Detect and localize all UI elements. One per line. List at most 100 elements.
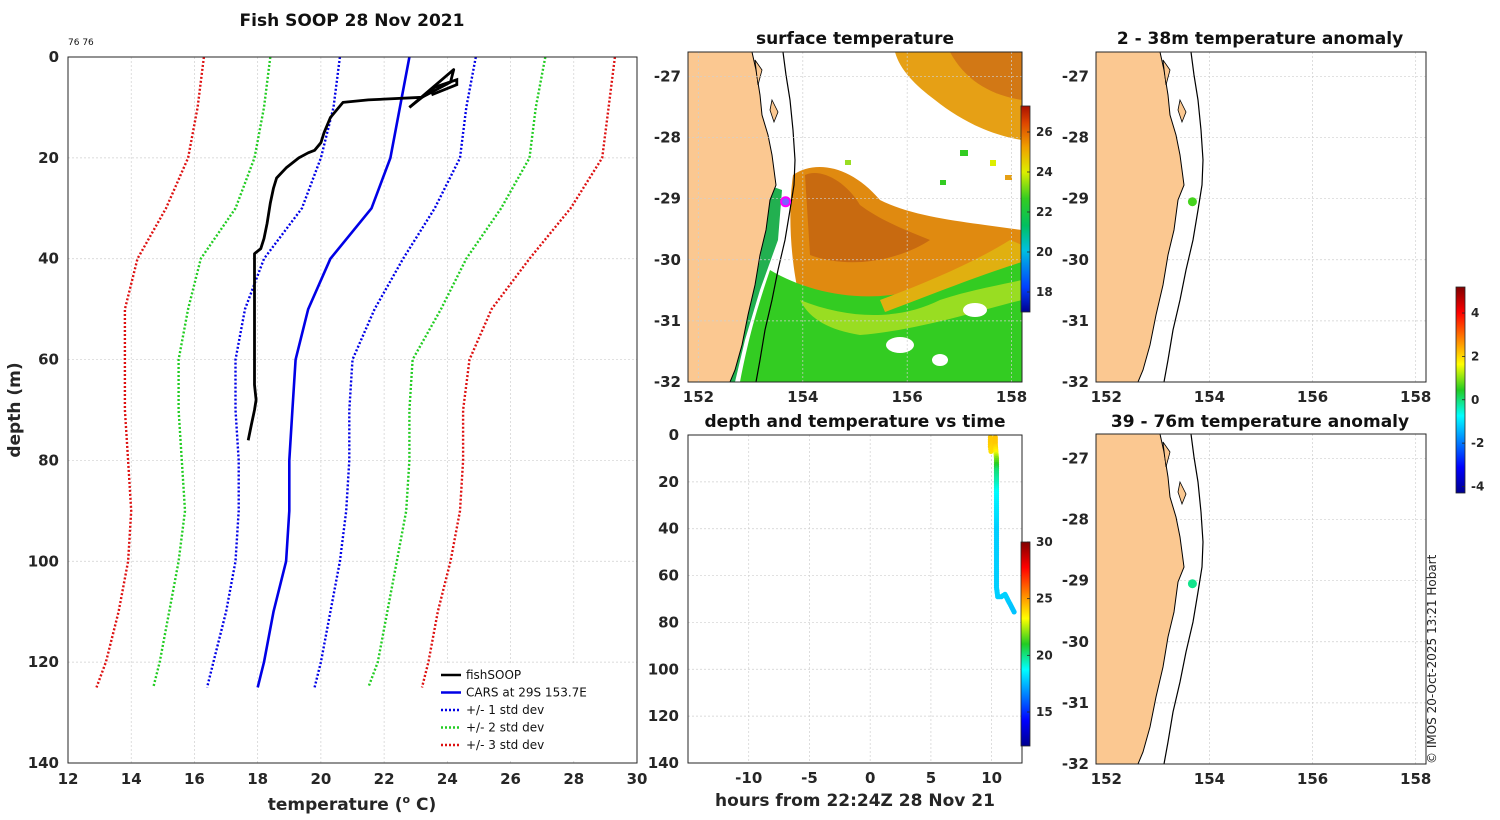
sst-yellow-band [880, 240, 1022, 312]
map-xtick-label: 158 [1400, 770, 1431, 788]
credit-text: © IMOS 20-Oct-2025 13:21 Hobart [1425, 554, 1439, 764]
sst-hot-core [805, 173, 930, 263]
map-xtick-label: 156 [1297, 388, 1328, 406]
time-point [1011, 609, 1017, 615]
anomaly-map-2-panel: 39 - 76m temperature anomaly 152 154 156 15… [1062, 412, 1431, 788]
time-xtick-label: -10 [735, 769, 762, 787]
series-3-std-dev [420, 57, 617, 688]
profile-xtick-label: 26 [500, 770, 521, 788]
profile-title: Fish SOOP 28 Nov 2021 [240, 11, 465, 31]
anomaly-map-1-title: 2 - 38m temperature anomaly [1117, 29, 1403, 49]
map-ytick-label: -30 [1062, 633, 1089, 651]
anomaly-map-2-title: 39 - 76m temperature anomaly [1111, 412, 1409, 432]
anomaly-colorbar [1455, 286, 1466, 494]
time-xtick-label: -5 [801, 769, 818, 787]
map-xtick-label: 152 [683, 388, 714, 406]
series-1-std-dev [205, 57, 342, 688]
profile-xtick-label: 14 [121, 770, 142, 788]
map-ytick-label: -31 [1062, 312, 1089, 330]
profile-ytick-label: 60 [38, 351, 59, 369]
time-ytick-label: 0 [669, 426, 679, 444]
sst-shelf-line [755, 52, 796, 382]
map-ytick-label: -32 [1062, 373, 1089, 391]
sst-front [800, 280, 1022, 335]
sst-colorbar [1020, 105, 1031, 313]
time-plot-xlabel: hours from 22:24Z 28 Nov 21 [715, 791, 995, 811]
colorbar-tick-label: -4 [1471, 479, 1484, 493]
time-plot-title: depth and temperature vs time [705, 412, 1006, 432]
colorbar-tick-label: 0 [1471, 393, 1479, 407]
profile-xtick-label: 30 [627, 770, 648, 788]
map-ytick-label: -28 [1062, 129, 1089, 147]
series-cars-at-29s-153-7e [256, 57, 411, 688]
anomaly-map-1-panel: 2 - 38m temperature anomaly 152 154 156 158… [1062, 29, 1431, 406]
time-xtick-label: 10 [981, 769, 1002, 787]
sst-land [688, 52, 777, 382]
time-ytick-label: 80 [658, 613, 679, 631]
anomaly-map-1-frame [1095, 51, 1427, 383]
time-plot-points [987, 434, 1017, 615]
time-plot-frame [687, 434, 1023, 764]
map-xtick-label: 152 [1091, 770, 1122, 788]
colorbar-tick-label: 26 [1036, 125, 1053, 139]
series-2-std-dev [152, 57, 272, 688]
anomaly-map-2-tick-labels: 152 154 156 158 -27 -28 -29 -30 -31 -32 [1062, 449, 1431, 788]
map-ytick-label: -30 [654, 251, 681, 269]
map-ytick-label: -30 [1062, 251, 1089, 269]
colorbar-tick-label: 20 [1036, 245, 1053, 259]
profile-xtick-label: 24 [437, 770, 458, 788]
anomaly-colorbar-group: -4 -2 0 2 4 [1455, 286, 1484, 494]
legend-label: CARS at 29S 153.7E [466, 686, 587, 700]
series-2-std-dev [367, 57, 547, 688]
sst-map-tick-labels: 152 154 156 158 -27 -28 -29 -30 -31 -32 [654, 67, 1027, 406]
time-ytick-label: 20 [658, 473, 679, 491]
map-xtick-label: 158 [1400, 388, 1431, 406]
map-xtick-label: 152 [1091, 388, 1122, 406]
profile-series [95, 57, 617, 688]
map-xtick-label: 154 [1194, 770, 1225, 788]
legend-label: +/- 1 std dev [466, 703, 544, 717]
profile-xtick-label: 16 [184, 770, 205, 788]
colorbar-tick-label: 24 [1036, 165, 1053, 179]
profile-xtick-label: 28 [563, 770, 584, 788]
time-xtick-label: 5 [926, 769, 936, 787]
map-ytick-label: -29 [654, 190, 681, 208]
time-ytick-label: 140 [648, 754, 679, 772]
anomaly-map-2-station [1187, 579, 1197, 589]
map-xtick-label: 156 [1297, 770, 1328, 788]
profile-legend: fishSOOP CARS at 29S 153.7E +/- 1 std dev +… [435, 664, 635, 760]
profile-ytick-label: 20 [38, 149, 59, 167]
map-ytick-label: -32 [654, 373, 681, 391]
series-3-std-dev [95, 57, 206, 688]
map-xtick-label: 158 [996, 388, 1027, 406]
colorbar-tick-label: 15 [1036, 705, 1053, 719]
legend-label: +/- 3 std dev [466, 738, 544, 752]
time-ytick-label: 120 [648, 707, 679, 725]
profile-xtick-label: 22 [374, 770, 395, 788]
map-xtick-label: 156 [892, 388, 923, 406]
profile-xtick-label: 12 [58, 770, 79, 788]
profile-corner-note: 76 76 [68, 38, 94, 48]
profile-ylabel: depth (m) [5, 362, 25, 457]
time-ytick-label: 60 [658, 567, 679, 585]
anomaly-map-1-land [1096, 52, 1185, 382]
anomaly-map-2-shelf-line [1163, 434, 1204, 764]
colorbar-tick-label: 25 [1036, 592, 1053, 606]
anomaly-map-1-shelf-line [1163, 52, 1204, 382]
profile-xtick-label: 18 [247, 770, 268, 788]
sst-map-panel: surface temperature [654, 29, 1053, 406]
colorbar-tick-label: 30 [1036, 535, 1053, 549]
profile-ytick-label: 0 [49, 48, 59, 66]
map-ytick-label: -31 [654, 312, 681, 330]
profile-xtick-label: 20 [310, 770, 331, 788]
time-xtick-label: 0 [865, 769, 875, 787]
series-1-std-dev [313, 57, 477, 688]
anomaly-colorbar-ticks: -4 -2 0 2 4 [1462, 306, 1484, 493]
profile-ytick-label: 40 [38, 250, 59, 268]
time-plot-panel: depth and temperature vs time -10 -5 0 5 10 0… [648, 412, 1053, 811]
sst-station-marker [780, 196, 792, 208]
legend-label: fishSOOP [466, 668, 521, 682]
series-fishsoop [246, 68, 456, 441]
